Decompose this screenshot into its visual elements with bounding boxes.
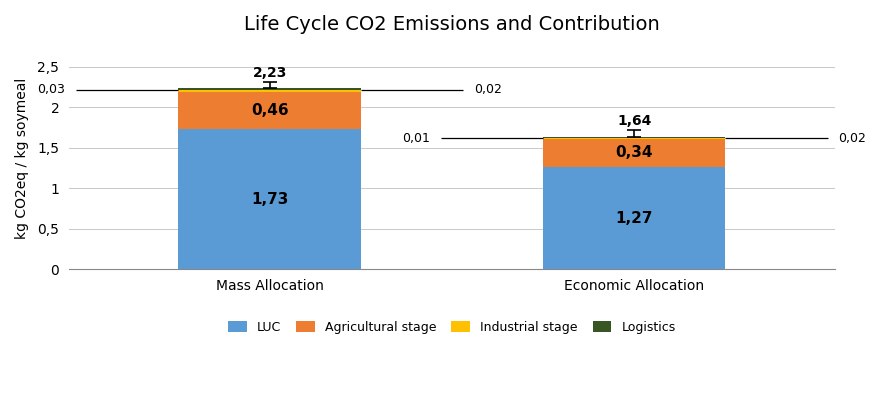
Text: 0,46: 0,46 bbox=[251, 103, 288, 118]
Text: 0,01: 0,01 bbox=[403, 132, 430, 145]
Y-axis label: kg CO2eq / kg soymeal: kg CO2eq / kg soymeal bbox=[15, 77, 29, 239]
Text: 0,34: 0,34 bbox=[616, 145, 653, 160]
Text: 2,23: 2,23 bbox=[253, 66, 287, 80]
Bar bbox=[543, 138, 725, 139]
Bar bbox=[543, 139, 725, 166]
Bar bbox=[543, 166, 725, 269]
Text: 1,27: 1,27 bbox=[616, 211, 653, 225]
Bar bbox=[179, 92, 361, 129]
Bar bbox=[179, 129, 361, 269]
Title: Life Cycle CO2 Emissions and Contribution: Life Cycle CO2 Emissions and Contributio… bbox=[244, 15, 660, 34]
Text: 0,02: 0,02 bbox=[839, 132, 866, 145]
Legend: LUC, Agricultural stage, Industrial stage, Logistics: LUC, Agricultural stage, Industrial stag… bbox=[223, 316, 681, 339]
Bar bbox=[179, 88, 361, 89]
Bar bbox=[179, 89, 361, 92]
Bar bbox=[543, 137, 725, 138]
Text: 0,03: 0,03 bbox=[38, 83, 65, 96]
Text: 0,02: 0,02 bbox=[474, 83, 501, 96]
Text: 1,64: 1,64 bbox=[617, 115, 651, 129]
Text: 1,73: 1,73 bbox=[251, 192, 288, 207]
